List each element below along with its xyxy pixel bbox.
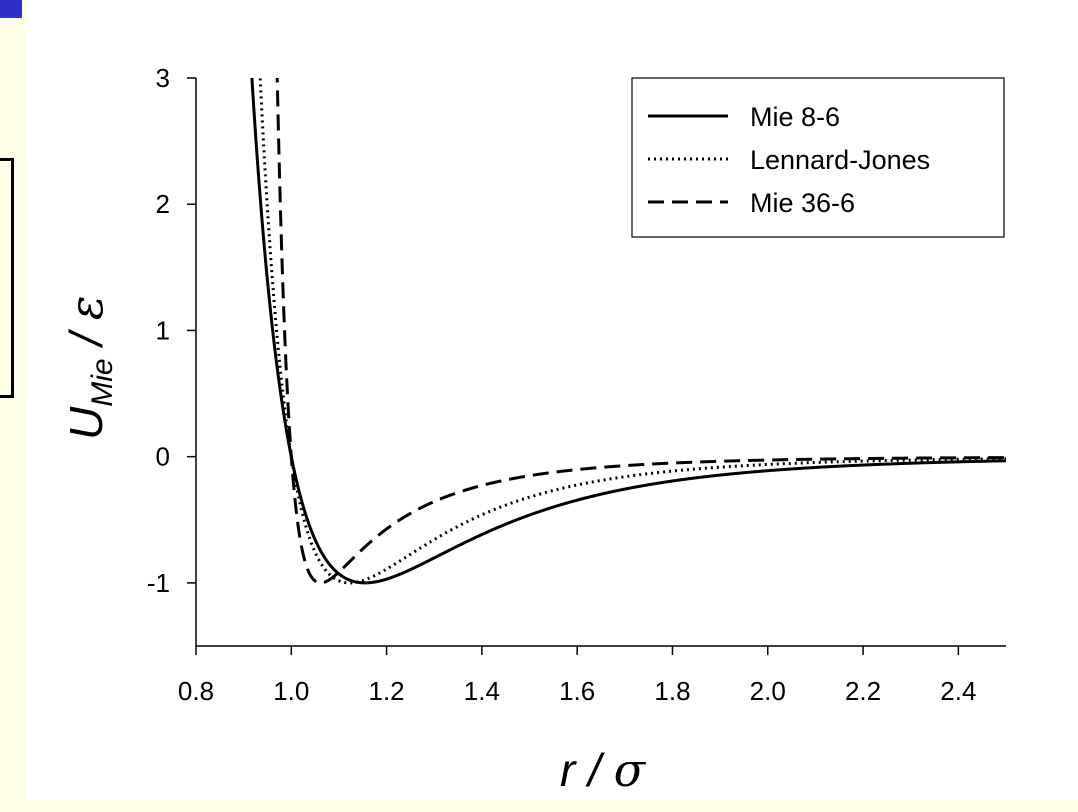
y-tick-label: 3 (156, 63, 170, 93)
corner-mark (0, 0, 22, 18)
x-tick-label: 1.8 (654, 676, 690, 706)
legend-box (631, 77, 1005, 238)
x-tick-label: 2.4 (940, 676, 976, 706)
x-tick-label: 1.6 (559, 676, 595, 706)
x-tick-label: 0.8 (178, 676, 214, 706)
y-tick-label: 2 (156, 189, 170, 219)
series-line-lennard-jones (258, 78, 1006, 585)
series-line-mie-8-6 (250, 78, 1006, 585)
x-tick-label: 1.0 (273, 676, 309, 706)
legend: Mie 8-6 Lennard-Jones Mie 36-6 (631, 77, 1005, 238)
x-axis-title: r / σ (560, 743, 647, 797)
y-tick-label: -1 (147, 568, 170, 598)
y-axis-title: UMie / ε (59, 295, 119, 440)
x-tick-label: 2.2 (845, 676, 881, 706)
axis-titles: r / σ UMie / ε (59, 295, 647, 797)
x-tick-label: 2.0 (750, 676, 786, 706)
x-tick-label: 1.2 (369, 676, 405, 706)
series-layer (250, 78, 1006, 585)
y-tick-label: 0 (156, 442, 170, 472)
legend-label: Mie 8-6 (750, 102, 840, 132)
y-tick-label: 1 (156, 315, 170, 345)
axes: 0.8 1.0 1.2 1.4 1.6 1.8 2.0 2.2 2.4 3 2 1 0 -1 (147, 63, 1006, 706)
legend-label: Lennard-Jones (750, 145, 930, 175)
x-tick-label: 1.4 (464, 676, 500, 706)
left-bracket (0, 158, 14, 398)
series-line-mie-36-6 (275, 78, 1006, 585)
legend-label: Mie 36-6 (750, 188, 855, 218)
